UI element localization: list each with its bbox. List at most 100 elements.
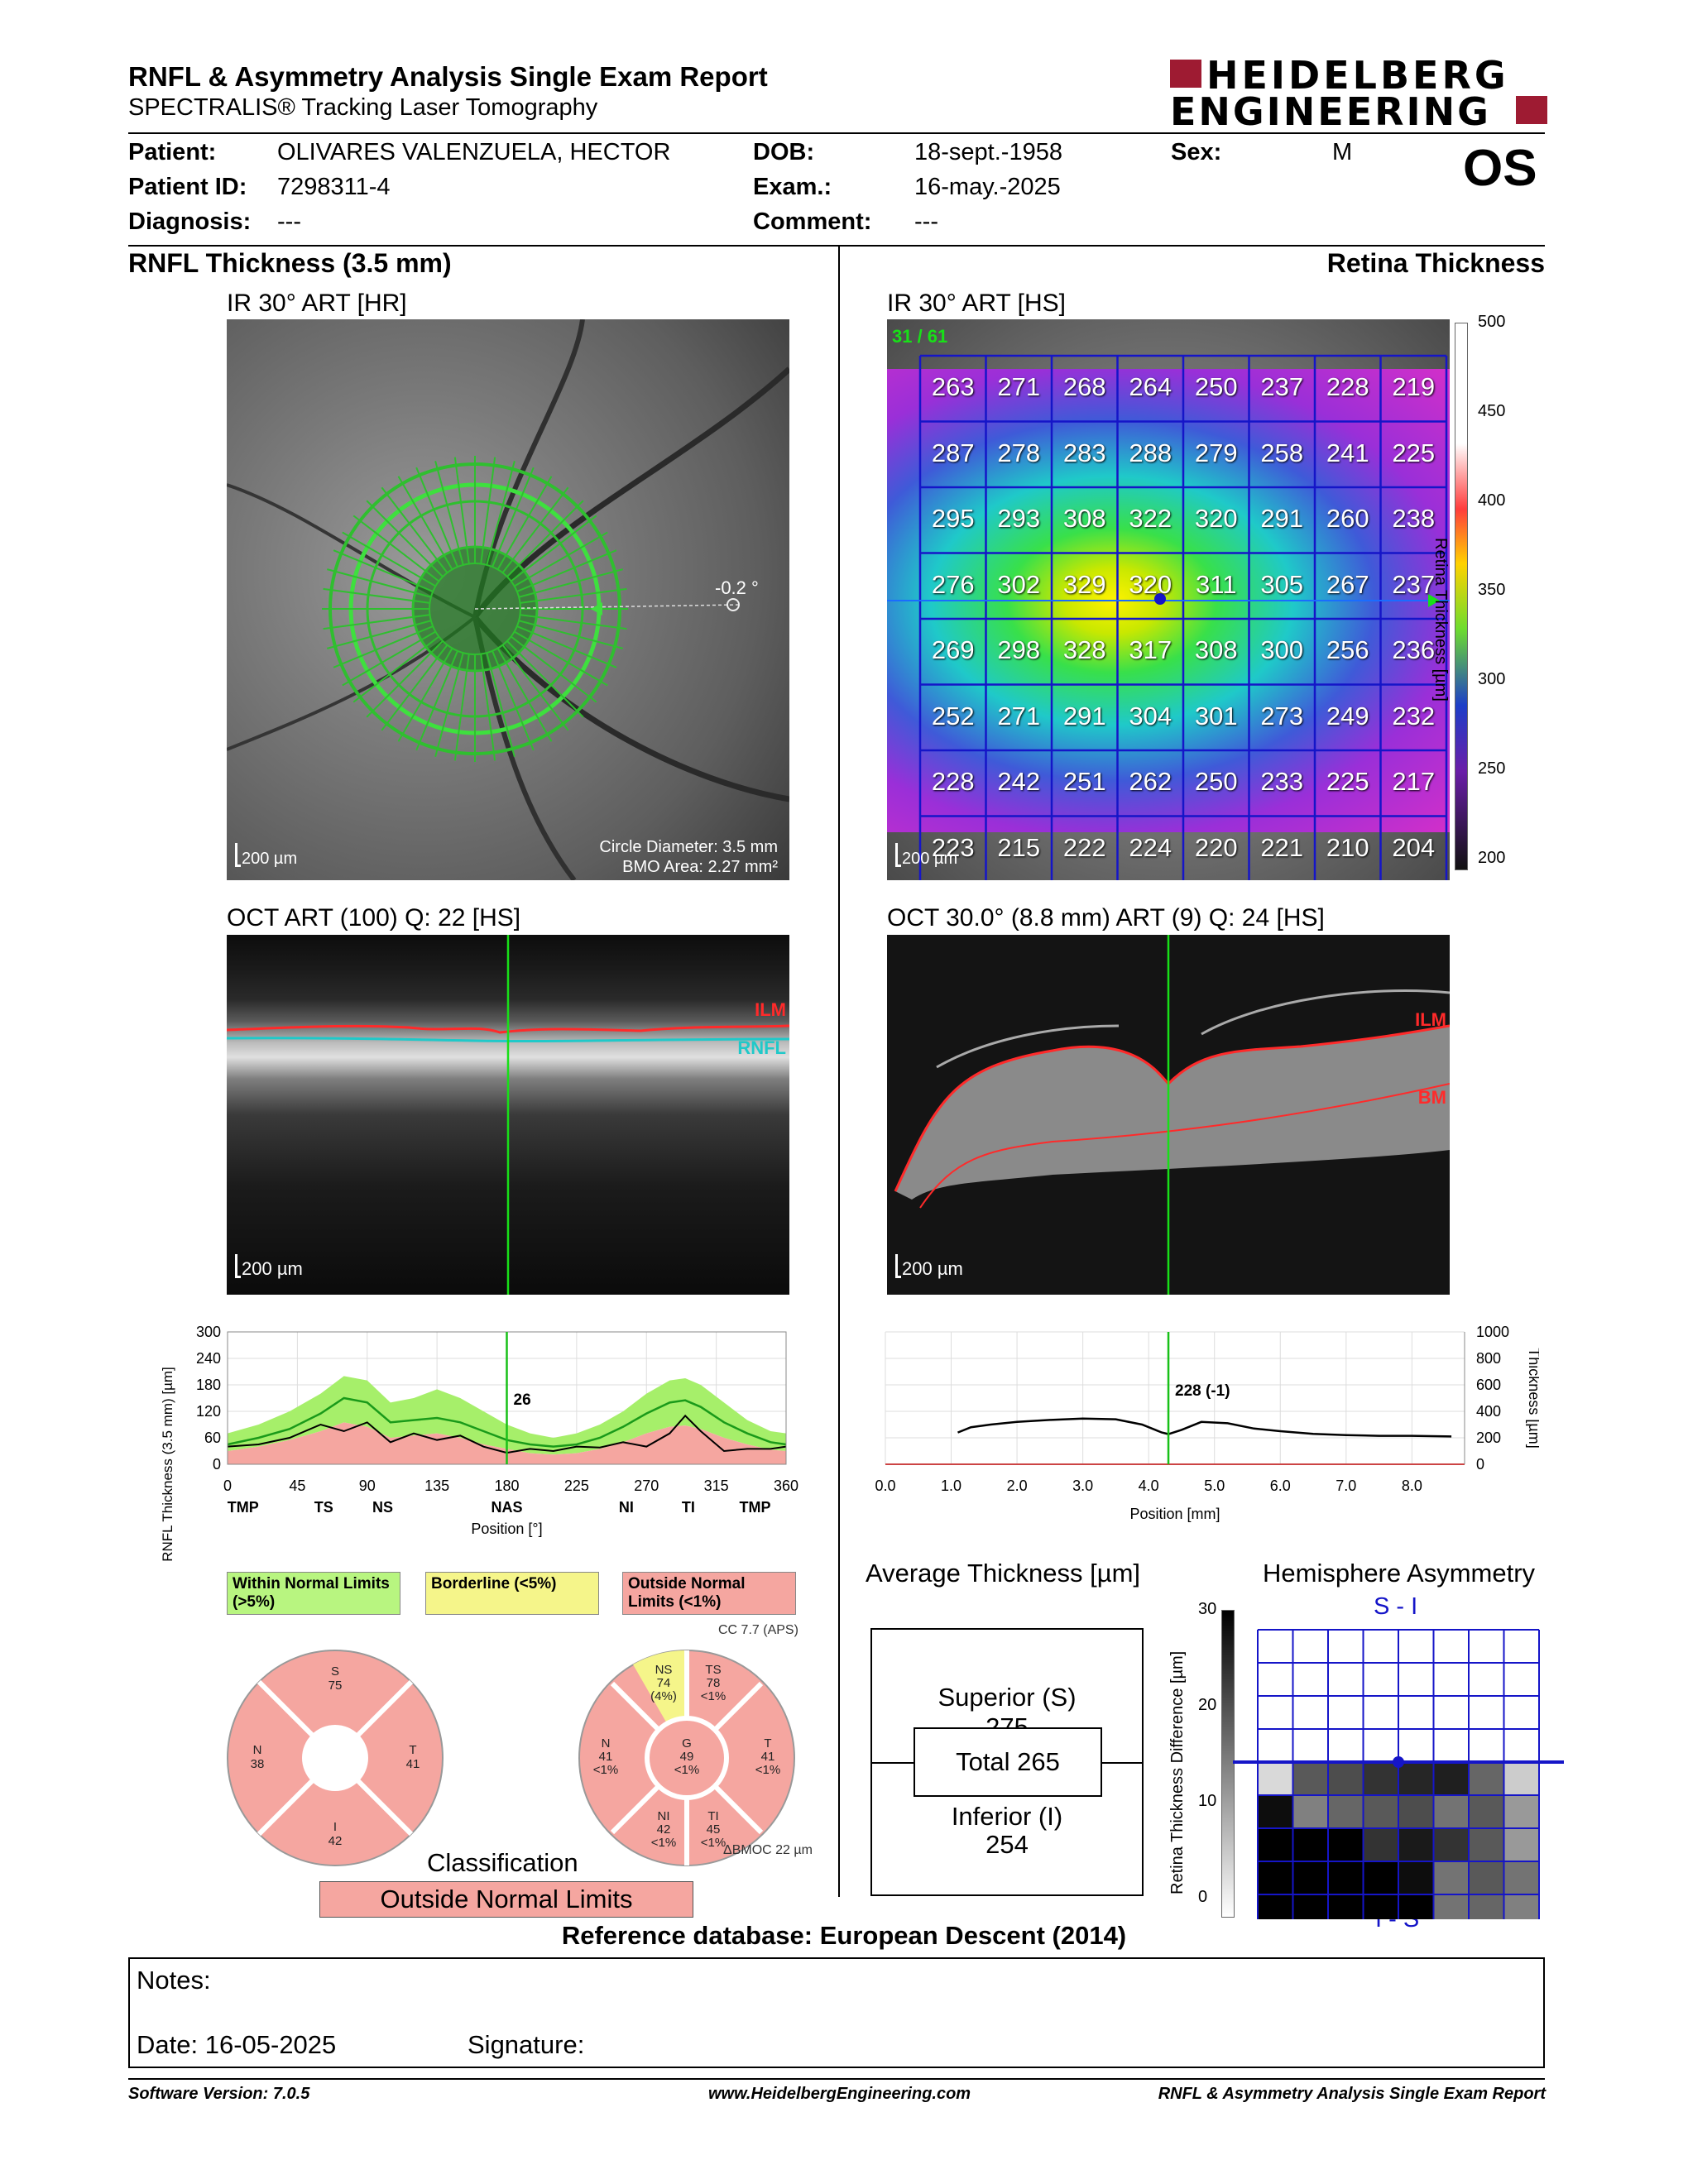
sector-ni-value: 42: [657, 1822, 671, 1837]
asymmetry-cell: [1258, 1828, 1293, 1861]
grid-cell-value: 304: [1129, 701, 1172, 730]
grid-cell-value: 271: [997, 372, 1041, 401]
left-section-title: RNFL Thickness (3.5 mm): [128, 248, 452, 278]
x-tick-label: 5.0: [1204, 1478, 1225, 1494]
sector-ni-label: NI: [658, 1809, 670, 1823]
x-tick-label: 270: [634, 1478, 659, 1494]
grid-cell-value: 328: [1062, 635, 1106, 664]
oct-right-scale: 200 µm: [895, 1254, 963, 1279]
comment-label: Comment:: [753, 208, 872, 235]
right-section-title: Retina Thickness: [1326, 248, 1545, 278]
legend-borderline: Borderline (<5%): [425, 1572, 599, 1615]
asymmetry-tick: 10: [1198, 1792, 1217, 1810]
sector-ts-value: 78: [707, 1676, 721, 1690]
x-tick-label: 180: [494, 1478, 519, 1494]
asymmetry-cell: [1258, 1861, 1293, 1894]
x-tick-label: 4.0: [1139, 1478, 1159, 1494]
x-tick-label: 3.0: [1072, 1478, 1093, 1494]
sector-ti-label: TI: [707, 1809, 718, 1823]
y-tick-label: 120: [196, 1403, 221, 1420]
outside-normal-band: [228, 1422, 786, 1464]
four-sector-diagram: S 75 N 38 T 41 I 42: [227, 1650, 444, 1866]
superior-label: Superior (S): [938, 1683, 1077, 1712]
cursor-value: 228 (-1): [1175, 1382, 1230, 1400]
grid-cell-value: 237: [1392, 569, 1436, 599]
grid-cell-value: 317: [1129, 635, 1172, 664]
sector-axis-label: NAS: [491, 1499, 522, 1516]
asymmetry-cell: [1398, 1861, 1434, 1894]
circle-diameter: Circle Diameter: 3.5 mm: [599, 838, 778, 856]
grid-cell-value: 219: [1392, 372, 1436, 401]
ir-left-scale: 200 µm: [234, 843, 298, 868]
asymmetry-cell: [1469, 1828, 1504, 1861]
sector-ns-label: NS: [655, 1663, 673, 1677]
cursor-value: 26: [514, 1391, 531, 1409]
ir-angle: -0.2 °: [715, 577, 759, 598]
patient-id-label: Patient ID:: [128, 174, 247, 200]
x-tick-label: 6.0: [1270, 1478, 1291, 1494]
asymmetry-cell: [1398, 1795, 1434, 1828]
asymmetry-cell: [1328, 1762, 1364, 1795]
x-tick-label: 135: [424, 1478, 449, 1494]
asymmetry-cell: [1292, 1828, 1328, 1861]
ir-left-title: IR 30° ART [HR]: [227, 290, 407, 317]
signature-label[interactable]: Signature:: [468, 2030, 585, 2059]
sector-n6-label: N: [602, 1736, 611, 1751]
sector-axis-label: TMP: [740, 1499, 771, 1516]
normal-band: [228, 1376, 786, 1455]
fovea-marker: [1393, 1756, 1404, 1768]
grid-cell-value: 322: [1129, 504, 1172, 533]
sector-ns-percent: (4%): [650, 1689, 677, 1703]
grid-cell-value: 225: [1326, 767, 1369, 796]
asymmetry-axis-title: Retina Thickness Difference [µm]: [1168, 1650, 1187, 1894]
grid-cell-value: 228: [931, 767, 975, 796]
asymmetry-tick: 20: [1198, 1696, 1217, 1714]
grid-cell-value: 295: [931, 504, 975, 533]
asymmetry-cell: [1363, 1861, 1398, 1894]
legend-within-normal: Within Normal Limits (>5%): [227, 1572, 400, 1615]
colorbar-tick: 200: [1478, 849, 1506, 867]
grid-cell-value: 278: [997, 438, 1041, 467]
oct-left-rnfl-label: RNFL: [737, 1037, 786, 1058]
asymmetry-cell: [1398, 1894, 1434, 1919]
asymmetry-cell: [1503, 1762, 1539, 1795]
sector-axis-label: TMP: [228, 1499, 259, 1516]
grid-cell-value: 268: [1062, 372, 1106, 401]
grid-cell-value: 233: [1260, 767, 1304, 796]
y-tick-label: 400: [1476, 1403, 1501, 1420]
y-tick-label: 0: [1476, 1456, 1484, 1473]
sector-n-label: N: [253, 1743, 262, 1757]
grid-cell-value: 242: [997, 767, 1041, 796]
y-tick-label: 60: [204, 1430, 221, 1446]
sector-t6-label: T: [764, 1736, 771, 1751]
sector-g-percent: <1%: [674, 1763, 699, 1777]
grid-cell-value: 301: [1194, 701, 1238, 730]
oct-right-title: OCT 30.0° (8.8 mm) ART (9) Q: 24 [HS]: [887, 904, 1325, 932]
average-thickness-box: Superior (S) 275 Total 265 Inferior (I) …: [870, 1628, 1144, 1896]
footer-report-name: RNFL & Asymmetry Analysis Single Exam Re…: [1158, 2085, 1546, 2103]
grid-cell-value: 232: [1392, 701, 1436, 730]
classification-title: Classification: [427, 1848, 578, 1877]
colorbar-title: Retina Thickness [µm]: [1431, 538, 1450, 702]
grid-cell-value: 217: [1392, 767, 1436, 796]
inferior-value: 254: [985, 1830, 1029, 1859]
ir-left-image: -0.2 ° 200 µm Circle Diameter: 3.5 mm BM…: [227, 319, 789, 880]
grid-cell-value: 279: [1194, 438, 1238, 467]
asymmetry-cell: [1398, 1828, 1434, 1861]
classification-value: Outside Normal Limits: [319, 1881, 693, 1918]
notes-box[interactable]: Notes: Date: 16-05-2025 Signature:: [128, 1957, 1545, 2068]
diagnosis-label: Diagnosis:: [128, 208, 252, 235]
asymmetry-cell: [1503, 1861, 1539, 1894]
software-version: Software Version: 7.0.5: [128, 2085, 310, 2103]
oct-right-bm-label: BM: [1417, 1087, 1446, 1108]
thickness-colorbar: [1455, 323, 1468, 870]
grid-cell-value: 308: [1062, 504, 1106, 533]
sex-value: M: [1332, 139, 1353, 165]
six-sector-diagram: NS 74 (4%) TS 78 <1% N 41 <1% G 49 <1% T…: [578, 1650, 795, 1866]
website-link[interactable]: www.HeidelbergEngineering.com: [708, 2085, 971, 2103]
x-tick-label: 315: [704, 1478, 729, 1494]
inferior-label: Inferior (I): [951, 1802, 1063, 1831]
x-tick-label: 0: [223, 1478, 232, 1494]
asymmetry-cell: [1503, 1828, 1539, 1861]
asymmetry-cell: [1398, 1762, 1434, 1795]
